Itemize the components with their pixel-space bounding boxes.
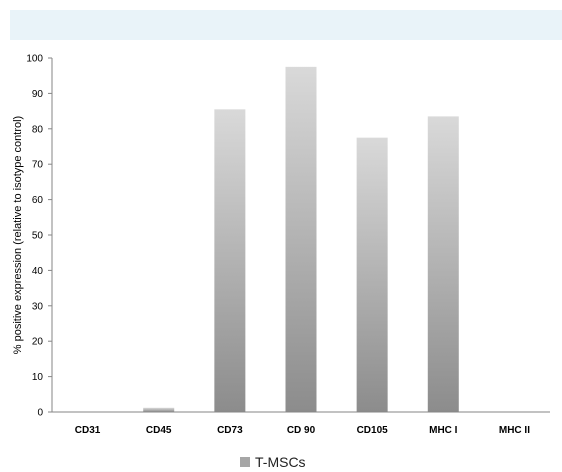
bar-mhc-i [427,116,459,412]
x-tick-label: CD31 [75,425,101,436]
y-tick-label: 10 [32,372,44,383]
x-tick-label: MHC II [499,425,530,436]
y-tick-label: 60 [32,195,44,206]
y-tick-label: 90 [32,89,44,100]
legend: T-MSCs [240,454,306,470]
bar-cd73 [214,109,246,412]
x-tick-label: CD 90 [287,425,316,436]
y-tick-label: 30 [32,301,44,312]
bar-cd105 [356,137,388,412]
bar-cd-90 [285,66,317,412]
legend-swatch [240,457,250,467]
x-tick-label: MHC I [429,425,458,436]
y-tick-label: 80 [32,124,44,135]
x-tick-label: CD105 [357,425,389,436]
y-tick-label: 20 [32,337,44,348]
y-tick-label: 0 [37,408,43,419]
bar-cd45 [143,407,175,412]
header-banner [10,10,562,40]
y-tick-label: 40 [32,266,44,277]
y-axis-label: % positive expression (relative to isoty… [12,116,24,354]
y-tick-label: 70 [32,160,44,171]
x-tick-label: CD45 [146,425,172,436]
y-tick-label: 50 [32,231,44,242]
legend-label: T-MSCs [255,454,306,470]
y-tick-label: 100 [26,54,43,65]
x-tick-label: CD73 [217,425,243,436]
